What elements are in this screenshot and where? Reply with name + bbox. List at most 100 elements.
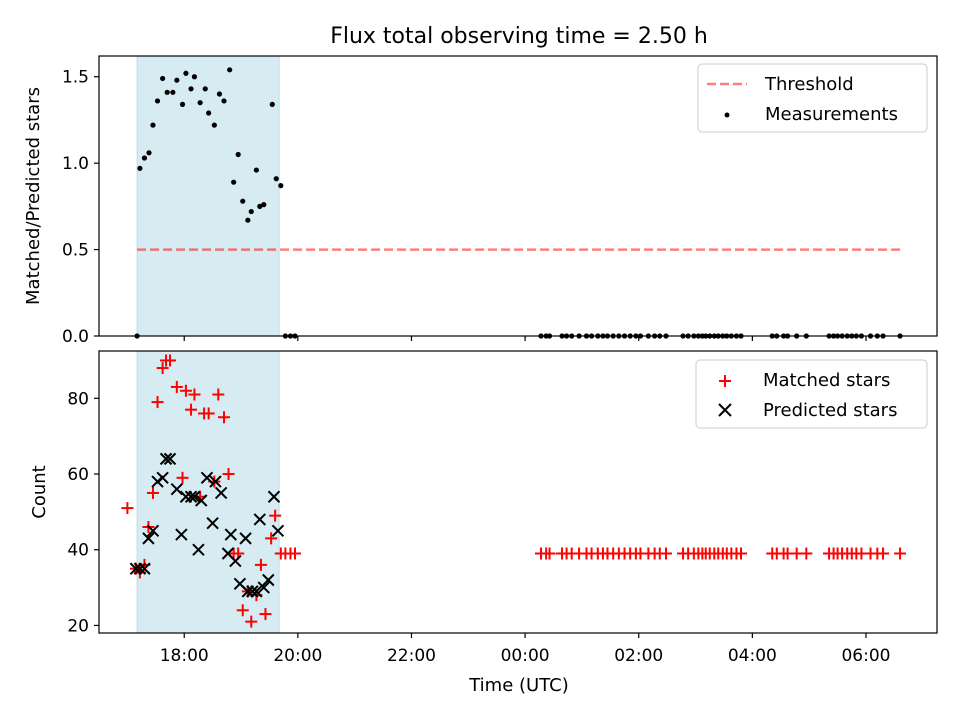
matched-star-point — [734, 547, 747, 560]
predicted-star-point — [156, 471, 169, 485]
bottom-legend-box — [695, 359, 928, 429]
matched-star-point — [179, 384, 192, 397]
measurement-point — [211, 122, 217, 128]
top-ytick-label: 1.5 — [62, 68, 89, 88]
measurement-point — [183, 70, 189, 76]
measurement-point — [137, 165, 143, 171]
predicted-star-point — [267, 490, 281, 503]
top-legend-box — [697, 63, 928, 133]
predicted-star-point — [192, 543, 205, 556]
measurement-point — [231, 179, 237, 185]
measurement-point — [202, 86, 208, 92]
matched-star-point — [269, 509, 282, 522]
matched-star-point — [151, 396, 164, 409]
matched-star-point — [877, 547, 890, 560]
bottom-ytick-label: 80 — [67, 389, 89, 409]
top-ylabel: Matched/Predicted stars — [23, 87, 44, 305]
matched-star-point — [254, 558, 267, 571]
measurement-point — [179, 101, 186, 107]
observing-window-span — [136, 350, 280, 634]
matched-star-point — [800, 547, 813, 560]
matched-star-point — [156, 362, 169, 375]
matched-star-point — [265, 532, 278, 545]
matched-star-point — [121, 502, 134, 515]
measurement-point — [278, 183, 284, 189]
legend-matched-label: Matched stars — [763, 370, 890, 391]
measurement-point — [174, 77, 180, 83]
predicted-star-point — [239, 532, 252, 545]
predicted-star-point — [246, 585, 259, 598]
bottom-xtick-label: 20:00 — [273, 646, 322, 666]
matched-star-point — [146, 486, 159, 499]
measurement-point — [146, 150, 152, 156]
measurement-point — [273, 176, 279, 182]
predicted-star-point — [206, 517, 219, 530]
matched-star-point — [185, 403, 198, 416]
bottom-xtick-label: 02:00 — [614, 646, 663, 666]
predicted-star-point — [146, 524, 160, 538]
matched-star-point — [245, 615, 258, 628]
measurement-point — [240, 198, 246, 204]
predicted-star-point — [170, 482, 184, 496]
top-panel: 0.0 0.5 1.0 1.5 Matched/Predicted stars Thr… — [23, 55, 938, 347]
legend-predicted-label: Predicted stars — [763, 400, 897, 421]
measurement-point — [170, 89, 176, 95]
legend-measurements-swatch — [724, 112, 730, 118]
top-ytick-label: 0.5 — [62, 241, 89, 261]
matched-star-point — [543, 547, 556, 560]
measurement-point — [261, 202, 267, 208]
top-legend: Threshold Measurements — [697, 63, 928, 133]
bottom-xtick-label: 18:00 — [160, 646, 209, 666]
predicted-star-point — [142, 532, 155, 545]
measurement-point — [245, 217, 251, 223]
legend-predicted-swatch — [718, 403, 732, 417]
predicted-star-point — [200, 471, 214, 485]
predicted-star-point — [138, 562, 151, 575]
predicted-star-point — [133, 562, 147, 575]
measurement-point — [253, 167, 259, 173]
predicted-star-point — [257, 581, 270, 594]
measurement-point — [235, 151, 241, 158]
predicted-star-point — [250, 585, 263, 598]
matched-star-point — [164, 354, 177, 367]
measurement-point — [164, 89, 170, 95]
matched-star-point — [222, 468, 235, 481]
measurement-point — [191, 74, 198, 80]
measurement-point — [227, 67, 233, 73]
matched-star-point — [202, 407, 215, 420]
predicted-star-point — [262, 573, 275, 587]
predicted-star-point — [209, 475, 222, 488]
bottom-axes-frame — [98, 350, 938, 634]
predicted-star-point — [271, 524, 285, 538]
measurement-point — [150, 122, 156, 128]
predicted-star-point — [175, 528, 188, 541]
measurement-point — [141, 155, 148, 161]
matched-star-point — [176, 471, 189, 484]
matched-star-point — [236, 604, 249, 617]
matched-star-point — [259, 608, 272, 621]
bottom-xtick-label: 22:00 — [387, 646, 436, 666]
predicted-star-point — [184, 490, 198, 503]
predicted-star-point — [159, 452, 173, 466]
matched-star-point — [217, 411, 230, 424]
bottom-xtick-label: 00:00 — [501, 646, 550, 666]
measurement-point — [160, 75, 166, 82]
measurement-point — [269, 101, 275, 107]
measurement-point — [188, 86, 194, 92]
bottom-panel: 20 40 60 80 18:00 20:00 22:00 00:00 02:00 04:00 0… — [29, 350, 938, 696]
predicted-star-point — [188, 490, 201, 503]
chart-title: Flux total observing time = 2.50 h — [330, 24, 708, 49]
legend-measurements-label: Measurements — [765, 104, 898, 125]
measurement-point — [154, 98, 161, 104]
bottom-ytick-label: 60 — [67, 465, 89, 485]
matched-star-point — [289, 547, 302, 560]
bottom-legend: Matched stars Predicted stars — [695, 359, 928, 429]
legend-matched-swatch — [719, 375, 731, 387]
legend-threshold-label: Threshold — [764, 74, 854, 95]
bottom-ylabel: Count — [29, 465, 50, 518]
matched-star-point — [188, 388, 201, 401]
measurement-point — [206, 110, 212, 116]
predicted-star-point — [229, 554, 242, 568]
matched-star-point — [659, 547, 672, 560]
